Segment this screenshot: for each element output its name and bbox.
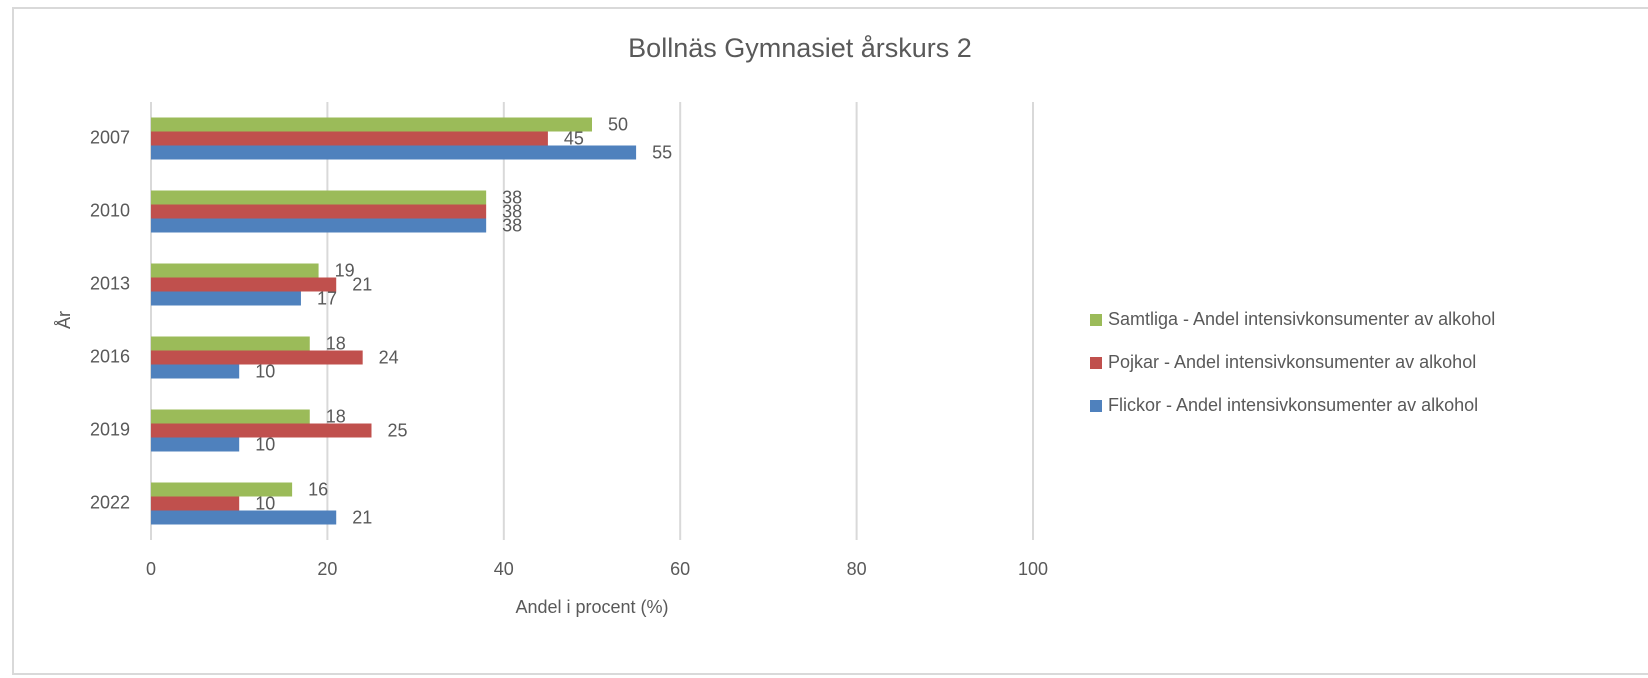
data-label: 38 <box>502 201 522 221</box>
data-label: 24 <box>379 347 399 367</box>
data-label: 50 <box>608 114 628 134</box>
bar <box>151 482 293 497</box>
y-tick-label: 2016 <box>90 346 130 366</box>
chart-title: Bollnäs Gymnasiet årskurs 2 <box>628 33 972 63</box>
data-label: 10 <box>255 493 275 513</box>
data-label: 45 <box>564 128 584 148</box>
x-tick-label: 40 <box>494 559 514 579</box>
bar <box>151 131 548 146</box>
data-label: 18 <box>326 406 346 426</box>
y-tick-label: 2007 <box>90 127 130 147</box>
data-label: 38 <box>502 215 522 235</box>
x-tick-label: 80 <box>847 559 867 579</box>
y-tick-label: 2022 <box>90 492 130 512</box>
bar <box>151 145 637 160</box>
legend-label: Samtliga - Andel intensivkonsumenter av … <box>1108 309 1495 329</box>
data-label: 19 <box>335 260 355 280</box>
bar <box>151 350 363 365</box>
data-label: 10 <box>255 361 275 381</box>
bar <box>151 190 487 205</box>
bar <box>151 291 301 306</box>
x-tick-label: 100 <box>1018 559 1048 579</box>
y-tick-label: 2019 <box>90 419 130 439</box>
y-axis-title: År <box>54 311 74 329</box>
bar <box>151 218 487 233</box>
x-tick-label: 60 <box>670 559 690 579</box>
data-label: 25 <box>388 420 408 440</box>
legend-marker <box>1090 400 1102 412</box>
data-label: 55 <box>652 142 672 162</box>
data-label: 38 <box>502 187 522 207</box>
bar <box>151 510 337 525</box>
bar <box>151 277 337 292</box>
y-tick-label: 2013 <box>90 273 130 293</box>
bar <box>151 336 310 351</box>
bar <box>151 117 592 132</box>
x-axis-title: Andel i procent (%) <box>515 597 668 617</box>
data-label: 21 <box>352 507 372 527</box>
data-label: 18 <box>326 333 346 353</box>
legend-label: Flickor - Andel intensivkonsumenter av a… <box>1108 395 1478 415</box>
x-tick-label: 0 <box>146 559 156 579</box>
legend-marker <box>1090 314 1102 326</box>
bar <box>151 437 240 452</box>
bar <box>151 423 372 438</box>
data-label: 10 <box>255 434 275 454</box>
bar <box>151 263 319 278</box>
legend-label: Pojkar - Andel intensivkonsumenter av al… <box>1108 352 1476 372</box>
x-tick-label: 20 <box>317 559 337 579</box>
bar <box>151 364 240 379</box>
data-label: 21 <box>352 274 372 294</box>
bar <box>151 204 487 219</box>
data-label: 16 <box>308 479 328 499</box>
y-tick-label: 2010 <box>90 200 130 220</box>
bar <box>151 496 240 511</box>
data-label: 17 <box>317 288 337 308</box>
legend-marker <box>1090 357 1102 369</box>
bar <box>151 409 310 424</box>
